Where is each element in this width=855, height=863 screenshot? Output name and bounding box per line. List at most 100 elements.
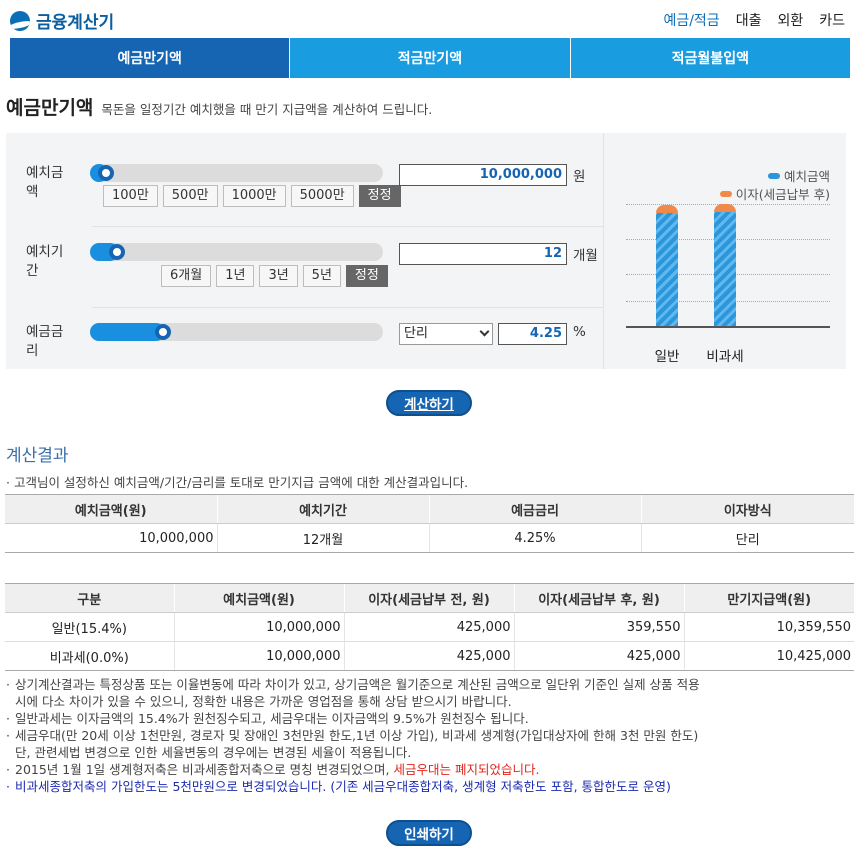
preset-3y-button[interactable]: 3년 — [259, 265, 298, 287]
rate-unit: % — [573, 324, 586, 340]
rate-slider[interactable] — [90, 323, 383, 341]
preset-10m-button[interactable]: 1000만 — [222, 185, 286, 207]
table-header-row: 예치금액(원) 예치기간 예금금리 이자방식 — [5, 494, 854, 524]
bar-deposit-0 — [656, 204, 678, 326]
notes-list: · 상기계산결과는 특정상품 또는 이율변동에 따라 차이가 있고, 상기금액은 … — [6, 676, 851, 795]
table-cell: 비과세(0.0%) — [5, 641, 174, 671]
period-label: 예치기 간 — [26, 244, 64, 279]
table-row: 일반(15.4%) 10,000,000 425,000 359,550 10,… — [5, 612, 854, 642]
table-header: 만기지급액(원) — [683, 583, 854, 613]
table-cell: 10,000,000 — [5, 523, 217, 553]
tab-savings-maturity[interactable]: 적금만기액 — [289, 38, 570, 78]
nav-deposit-savings[interactable]: 예금/적금 — [663, 13, 720, 29]
table-header: 예치금액(원) — [173, 583, 344, 613]
table-header: 예치금액(원) — [5, 494, 217, 524]
table-header: 구분 — [5, 583, 174, 613]
page-header: 예금만기액 목돈을 일정기간 예치했을 때 만기 지급액을 계산하여 드립니다. — [6, 93, 432, 120]
deposit-label: 예치금 액 — [26, 165, 64, 200]
note-item: · 상기계산결과는 특정상품 또는 이율변동에 따라 차이가 있고, 상기금액은 … — [6, 677, 700, 692]
rate-label: 예금금 리 — [26, 324, 64, 359]
logo[interactable]: 금융계산기 — [10, 8, 114, 33]
preset-1m-button[interactable]: 100만 — [103, 185, 158, 207]
legend-item-deposit: 예치금액 — [767, 166, 830, 185]
bar-interest-1 — [714, 204, 736, 212]
page-title: 예금만기액 — [6, 97, 94, 119]
legend-swatch — [719, 190, 732, 197]
deposit-reset-button[interactable]: 정정 — [358, 185, 401, 207]
table-cell: 12개월 — [216, 523, 429, 553]
table-cell: 425,000 — [513, 641, 684, 671]
period-input[interactable]: 12 — [399, 243, 567, 265]
maturity-chart: 예치금액 이자(세금납부 후) 일반 비과세 — [603, 133, 846, 369]
preset-5m-button[interactable]: 500만 — [162, 185, 218, 207]
tab-savings-monthly[interactable]: 적금월불입액 — [569, 38, 850, 78]
preset-50m-button[interactable]: 5000만 — [290, 185, 354, 207]
table-row: 10,000,000 12개월 4.25% 단리 — [5, 523, 854, 553]
tab-deposit-maturity[interactable]: 예금만기액 — [10, 38, 290, 78]
x-tick-label: 일반 — [654, 349, 680, 365]
note-item: · 2015년 1월 1일 생계형저축은 비과세종합저축으로 명칭 변경되었으며,… — [6, 762, 540, 777]
results-note: · 고객님이 설정하신 예치금액/기간/금리를 토대로 만기지급 금액에 대한 … — [6, 475, 469, 490]
table-row: 비과세(0.0%) 10,000,000 425,000 425,000 10,… — [5, 641, 854, 671]
period-reset-button[interactable]: 정정 — [345, 265, 388, 287]
note-item: · 일반과세는 이자금액의 15.4%가 원천징수되고, 세금우대는 이자금액의 … — [6, 711, 529, 726]
rate-slider-fill — [90, 323, 166, 341]
row-divider — [92, 226, 603, 227]
calculate-button[interactable]: 계산하기 — [386, 390, 472, 416]
nav-forex[interactable]: 외환 — [777, 13, 804, 29]
deposit-slider[interactable] — [90, 164, 383, 182]
table-cell: 일반(15.4%) — [5, 612, 174, 642]
note-item: 시에 다소 차이가 있을 수 있으니, 정확한 내용은 가까운 영업점을 통해 … — [15, 694, 512, 709]
row-divider — [92, 307, 603, 308]
table-header: 예금금리 — [428, 494, 641, 524]
table-cell: 10,425,000 — [683, 641, 854, 671]
table-header: 이자방식 — [640, 494, 854, 524]
nav-card[interactable]: 카드 — [819, 13, 845, 29]
table-cell: 10,000,000 — [173, 641, 344, 671]
table-cell: 359,550 — [513, 612, 684, 642]
table-cell: 단리 — [640, 523, 854, 553]
note-item: 단, 관련세법 변경으로 인한 세율변동의 경우에는 변경된 세율이 적용됩니다… — [15, 745, 412, 760]
header: 금융계산기 예금/적금 대출 외환 카드 — [0, 0, 855, 38]
table-header: 예치기간 — [216, 494, 429, 524]
top-nav: 예금/적금 대출 외환 카드 — [663, 10, 845, 30]
bar-interest-0 — [656, 204, 678, 213]
rate-input[interactable]: 4.25 — [498, 323, 567, 345]
deposit-slider-handle[interactable] — [98, 165, 115, 181]
summary-table: 예치금액(원) 예치기간 예금금리 이자방식 10,000,000 12개월 4… — [5, 494, 854, 553]
chevron-down-icon — [479, 326, 490, 337]
period-unit: 개월 — [573, 248, 598, 264]
deposit-unit: 원 — [573, 169, 586, 185]
note-item: · 비과세종합저축의 가입한도는 5천만원으로 변경되었습니다. (기존 세금우대… — [6, 779, 671, 794]
legend-item-interest: 이자(세금납부 후) — [719, 184, 830, 203]
table-header-row: 구분 예치금액(원) 이자(세금납부 전, 원) 이자(세금납부 후, 원) 만… — [5, 583, 854, 613]
table-cell: 10,359,550 — [683, 612, 854, 642]
note-highlight: 세금우대는 폐지되었습니다. — [393, 762, 540, 777]
deposit-presets: 100만 500만 1000만 5000만 정정 — [103, 185, 401, 207]
preset-6m-button[interactable]: 6개월 — [161, 265, 212, 287]
nav-loan[interactable]: 대출 — [735, 13, 762, 29]
deposit-amount-input[interactable]: 10,000,000 — [399, 164, 567, 186]
logo-swirl-icon — [10, 10, 30, 31]
page-description: 목돈을 일정기간 예치했을 때 만기 지급액을 계산하여 드립니다. — [101, 102, 433, 117]
rate-slider-handle[interactable] — [155, 324, 172, 340]
calculator-panel: 예치금 액 100만 500만 1000만 5000만 정정 10,000,000… — [6, 133, 603, 369]
period-slider-handle[interactable] — [109, 244, 126, 260]
table-header: 이자(세금납부 전, 원) — [343, 583, 514, 613]
preset-5y-button[interactable]: 5년 — [302, 265, 341, 287]
interest-method-select[interactable]: 단리 — [399, 323, 493, 345]
bar-deposit-1 — [714, 204, 736, 326]
detail-table: 구분 예치금액(원) 이자(세금납부 전, 원) 이자(세금납부 후, 원) 만… — [5, 583, 854, 671]
logo-text: 금융계산기 — [36, 13, 115, 33]
table-cell: 425,000 — [343, 641, 514, 671]
table-cell: 4.25% — [428, 523, 641, 553]
period-presets: 6개월 1년 3년 5년 정정 — [161, 265, 388, 287]
table-header: 이자(세금납부 후, 원) — [513, 583, 684, 613]
period-slider[interactable] — [90, 243, 383, 261]
note-item: · 세금우대(만 20세 이상 1천만원, 경로자 및 장애인 3천만원 한도,1… — [6, 728, 699, 743]
table-cell: 10,000,000 — [173, 612, 344, 642]
x-tick-label: 비과세 — [706, 349, 744, 365]
preset-1y-button[interactable]: 1년 — [216, 265, 255, 287]
print-button[interactable]: 인쇄하기 — [386, 820, 472, 846]
results-title: 계산결과 — [6, 446, 69, 466]
